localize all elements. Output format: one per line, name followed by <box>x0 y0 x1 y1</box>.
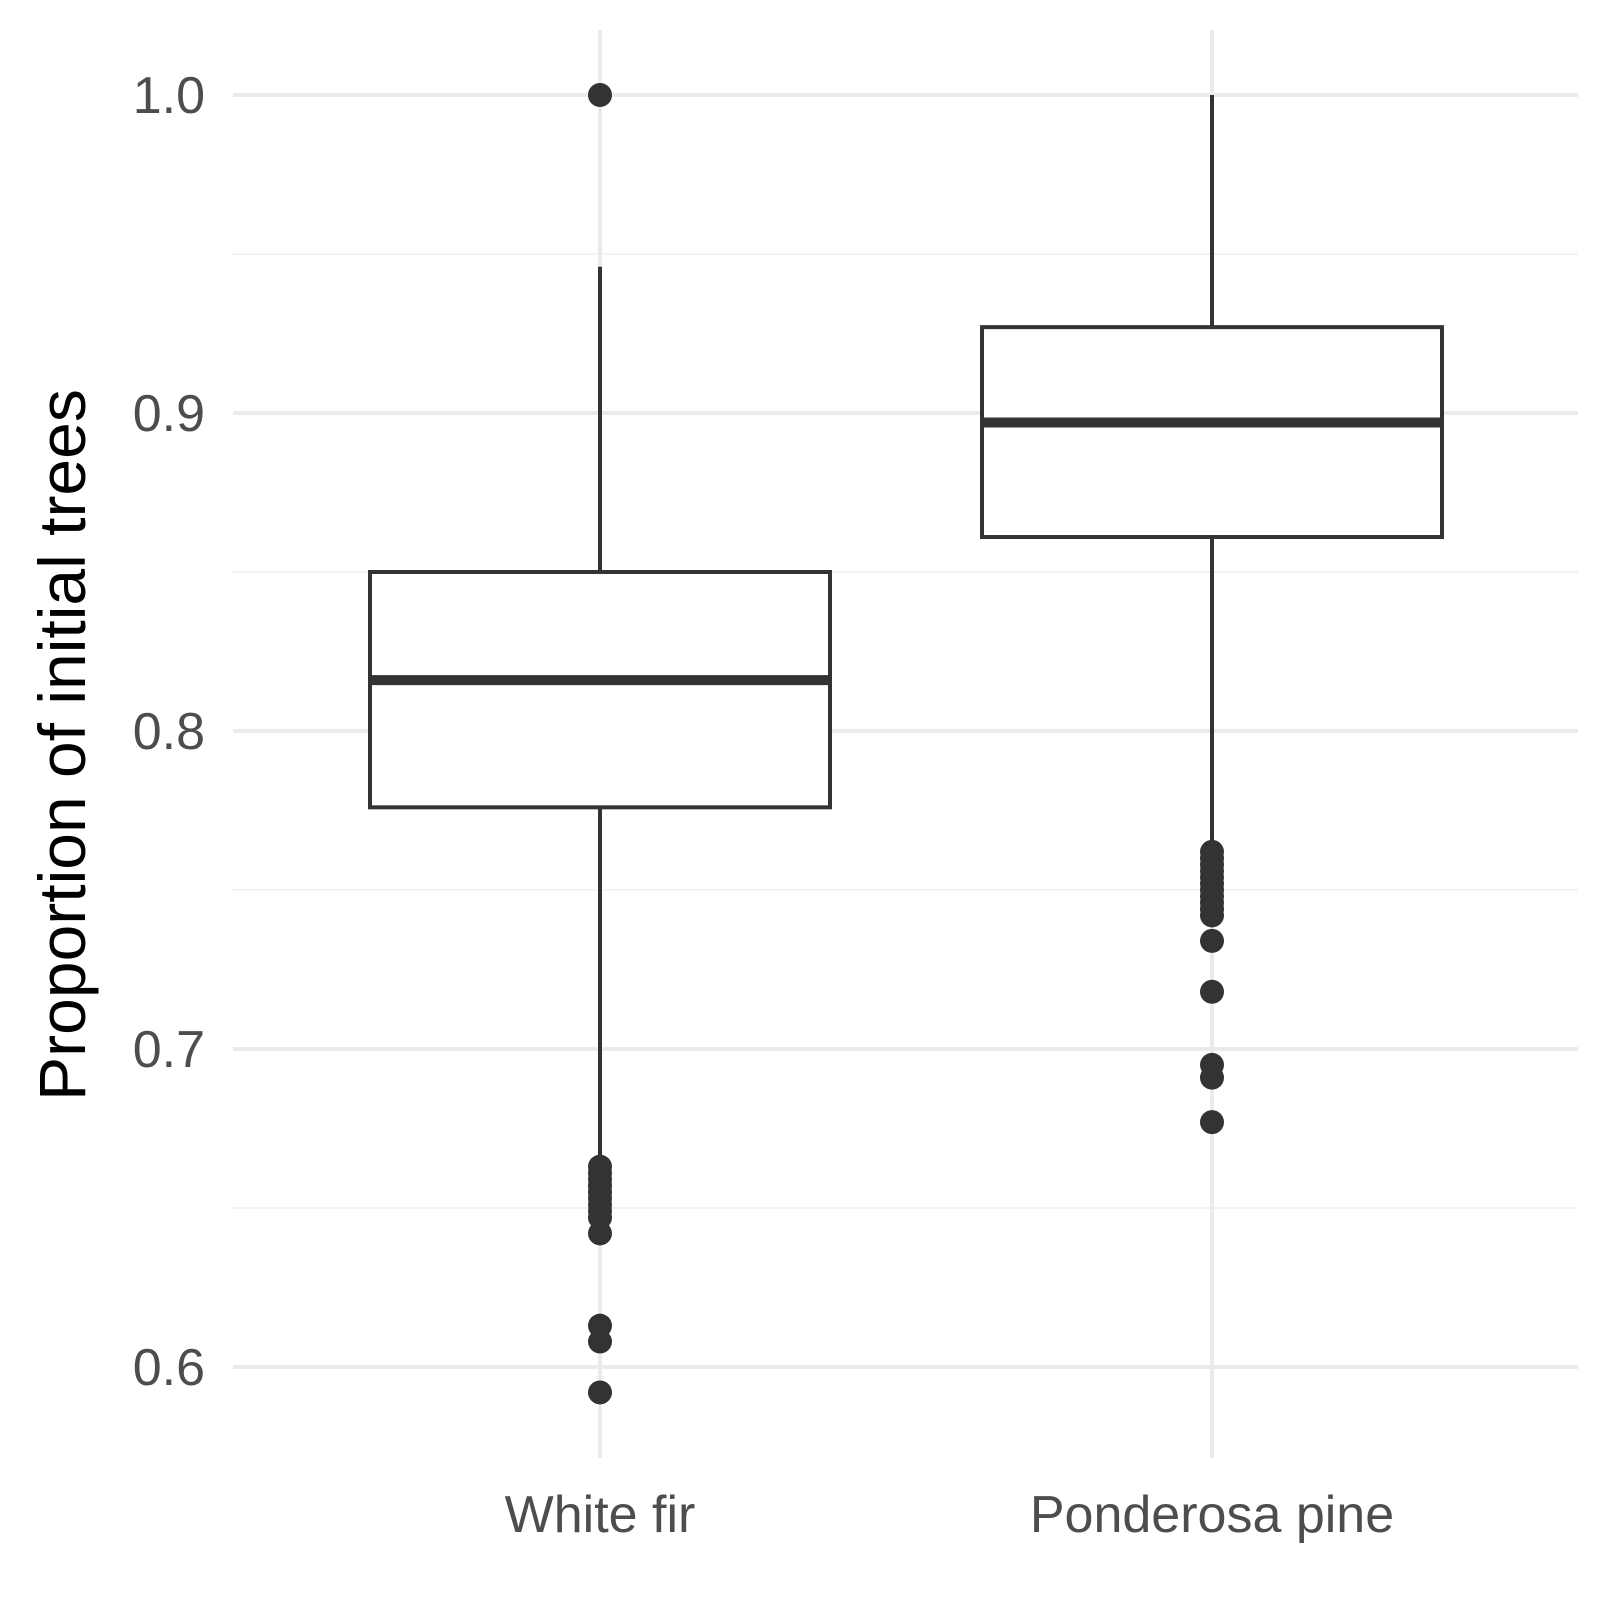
outlier-point <box>1200 1065 1224 1090</box>
box-ponderosa-pine <box>980 95 1444 1135</box>
box-white-fir <box>368 83 832 1405</box>
y-tick-label: 1.0 <box>133 67 205 125</box>
tick-labels: 0.6 0.7 0.8 0.9 1.0 White fir Ponderosa pine <box>133 67 1394 1544</box>
outlier-point <box>1200 903 1224 928</box>
y-tick-label: 0.7 <box>133 1021 205 1079</box>
outlier-point <box>588 83 612 107</box>
outlier-point <box>1200 979 1224 1004</box>
outlier-point <box>1200 928 1224 953</box>
outlier-point <box>588 1380 612 1405</box>
boxes <box>368 83 1444 1405</box>
outlier-point <box>588 1329 612 1354</box>
y-axis-title: Proportion of initial trees <box>25 389 99 1101</box>
outlier-point <box>1200 1110 1224 1135</box>
box-iqr <box>980 325 1444 540</box>
outlier-point <box>588 1221 612 1246</box>
x-tick-label: White fir <box>505 1486 696 1544</box>
y-tick-label: 0.8 <box>133 703 205 761</box>
y-tick-label: 0.9 <box>133 385 205 443</box>
x-tick-label: Ponderosa pine <box>1030 1486 1394 1544</box>
box-iqr <box>368 570 832 810</box>
y-tick-label: 0.6 <box>133 1339 205 1397</box>
